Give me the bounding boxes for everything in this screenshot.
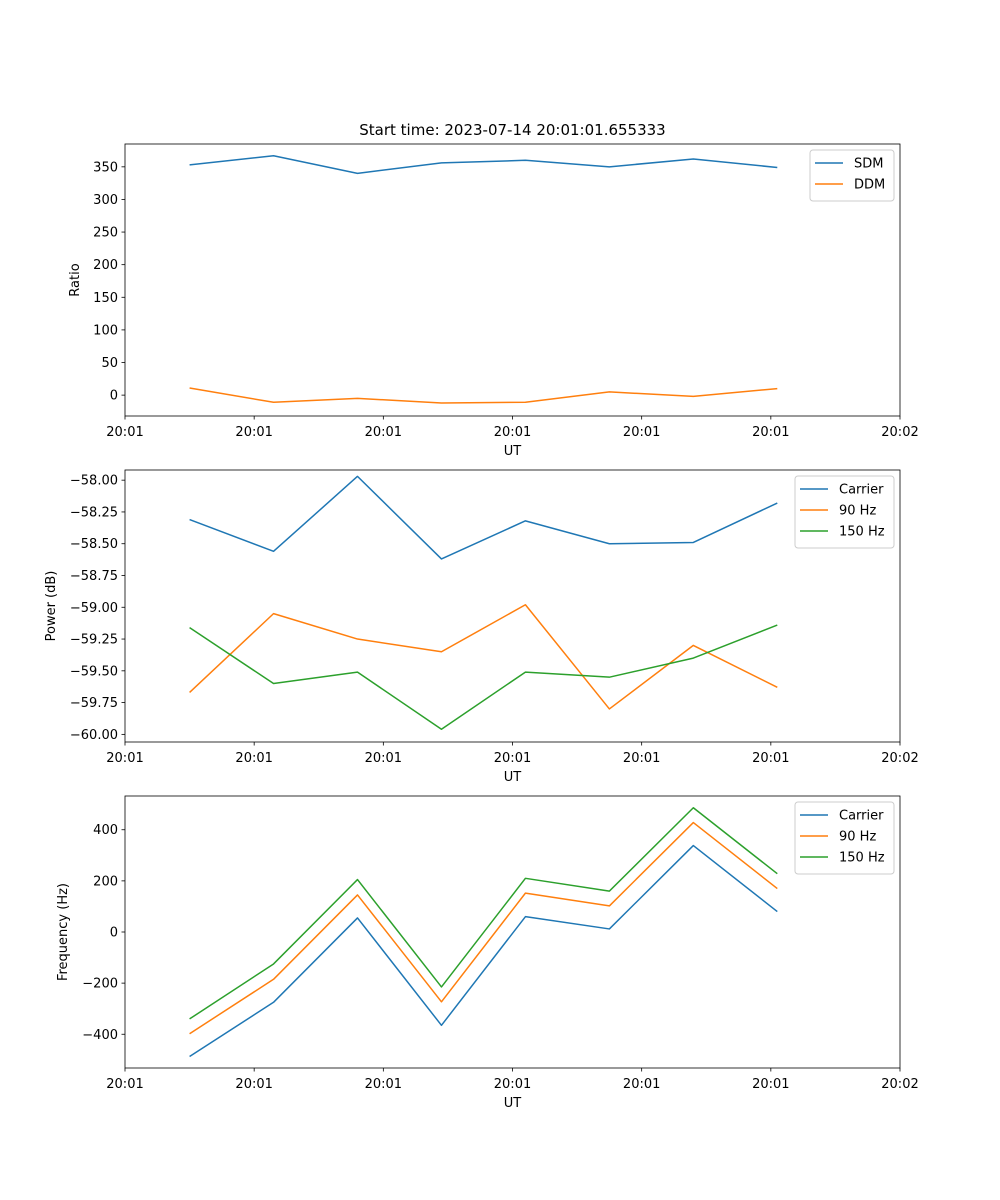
y-tick-label: −58.75	[70, 569, 118, 584]
y-tick-label: 350	[93, 160, 118, 175]
legend: Carrier 90 Hz 150 Hz	[794, 801, 895, 875]
y-tick-label: 200	[93, 258, 118, 273]
x-tick-label: 20:01	[365, 1077, 402, 1092]
x-tick-label: 20:01	[494, 425, 531, 440]
series-line-ddm	[189, 387, 778, 404]
legend-label: Carrier	[839, 483, 884, 498]
legend-label: 90 Hz	[839, 830, 876, 845]
series-lines	[189, 475, 778, 731]
x-tick-label: 20:01	[494, 1077, 531, 1092]
legend-label: 90 Hz	[839, 504, 876, 519]
x-tick-label: 20:01	[365, 425, 402, 440]
x-tick-label: 20:01	[623, 425, 660, 440]
x-tick-label: 20:02	[881, 751, 918, 766]
y-tick-label: 0	[110, 389, 118, 404]
x-tick-label: 20:01	[235, 751, 272, 766]
x-tick-label: 20:01	[752, 751, 789, 766]
x-tick-label: 20:01	[235, 1077, 272, 1092]
x-tick-label: 20:01	[106, 1077, 143, 1092]
series-line-carrier	[189, 844, 778, 1058]
y-tick-label: 250	[93, 226, 118, 241]
y-tick-label: 150	[93, 291, 118, 306]
x-tick-label: 20:01	[365, 751, 402, 766]
legend-label: 150 Hz	[839, 851, 885, 866]
series-line-150-hz	[189, 807, 778, 1020]
x-tick-label: 20:01	[752, 425, 789, 440]
legend: SDM DDM	[809, 149, 895, 202]
y-tick-label: −58.00	[70, 474, 118, 489]
y-tick-label: −58.50	[70, 537, 118, 552]
y-axis-label: Frequency (Hz)	[56, 883, 71, 981]
y-tick-label: 100	[93, 323, 118, 338]
x-tick-label: 20:01	[623, 1077, 660, 1092]
chart-panel-3: 20:01 20:01 20:01 20:01 20:01 20:01 20:02 −400 −…	[56, 795, 919, 1111]
legend-box	[794, 801, 895, 875]
y-tick-label: −59.50	[70, 664, 118, 679]
legend-label: 150 Hz	[839, 525, 885, 540]
y-tick-label: 0	[110, 926, 118, 941]
x-tick-label: 20:02	[881, 1077, 918, 1092]
y-tick-label: 300	[93, 193, 118, 208]
series-line-sdm	[189, 154, 778, 175]
x-axis-label: UT	[504, 444, 522, 459]
axes-frame	[124, 469, 901, 743]
chart-title: Start time: 2023-07-14 20:01:01.655333	[359, 121, 665, 139]
axes-frame	[124, 795, 901, 1069]
axes-frame	[124, 143, 901, 417]
chart-panel-1: 20:01 20:01 20:01 20:01 20:01 20:01 20:02 0 50 10…	[68, 121, 919, 459]
chart-panel-2: 20:01 20:01 20:01 20:01 20:01 20:01 20:02 −60.0…	[44, 469, 919, 785]
legend-label: Carrier	[839, 809, 884, 824]
y-tick-label: −60.00	[70, 728, 118, 743]
series-lines	[189, 154, 778, 404]
y-tick-label: −59.25	[70, 633, 118, 648]
legend-label: DDM	[854, 178, 885, 193]
x-tick-label: 20:01	[106, 425, 143, 440]
y-tick-label: 200	[93, 874, 118, 889]
y-tick-label: −200	[82, 977, 118, 992]
x-tick-label: 20:01	[106, 751, 143, 766]
y-tick-label: 50	[101, 356, 118, 371]
legend-label: SDM	[854, 157, 883, 172]
x-tick-label: 20:01	[494, 751, 531, 766]
x-axis-label: UT	[504, 1096, 522, 1111]
x-tick-label: 20:01	[623, 751, 660, 766]
legend: Carrier 90 Hz 150 Hz	[794, 475, 895, 549]
y-tick-label: −400	[82, 1028, 118, 1043]
y-tick-label: −58.25	[70, 505, 118, 520]
x-tick-label: 20:01	[752, 1077, 789, 1092]
x-tick-label: 20:02	[881, 425, 918, 440]
x-axis-label: UT	[504, 770, 522, 785]
y-tick-label: 400	[93, 823, 118, 838]
y-axis-label: Ratio	[68, 263, 83, 296]
y-axis-label: Power (dB)	[44, 571, 59, 642]
x-tick-label: 20:01	[235, 425, 272, 440]
legend-box	[794, 475, 895, 549]
y-tick-label: −59.75	[70, 696, 118, 711]
series-line-90-hz	[189, 821, 778, 1035]
y-tick-label: −59.00	[70, 601, 118, 616]
series-line-90-hz	[189, 603, 778, 710]
series-line-carrier	[189, 475, 778, 560]
series-line-150-hz	[189, 624, 778, 731]
series-lines	[189, 807, 778, 1058]
